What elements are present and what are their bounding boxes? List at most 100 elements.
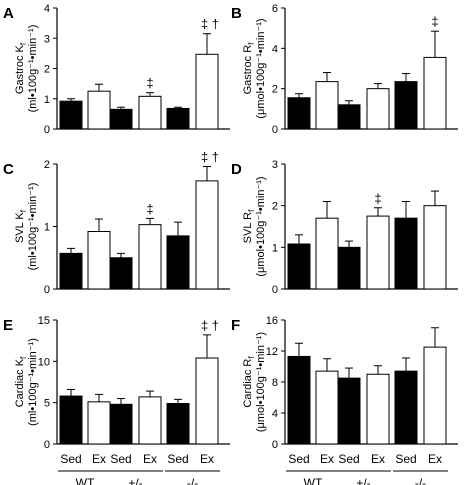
y-axis-units: (ml•100g⁻¹•min⁻¹) xyxy=(27,338,39,426)
significance-marker: ‡ † xyxy=(201,318,219,333)
panel-a: 0 1 2 3 4 ‡ ‡ † A Gastroc Kf (ml•100g⁻¹•min⁻¹) xyxy=(3,3,230,136)
y-axis-label-subscript: f xyxy=(247,209,256,212)
y-tick-label: 2 xyxy=(44,64,50,76)
bar-sed xyxy=(337,377,361,445)
y-tick-label: 0 xyxy=(272,439,278,451)
bar-ex xyxy=(87,401,111,445)
condition-label: Sed xyxy=(395,452,416,466)
panel-letter: D xyxy=(231,161,242,178)
bar-ex xyxy=(195,180,219,290)
y-axis-units: (μmol•100g⁻¹•min⁻¹) xyxy=(255,332,267,432)
significance-marker: ‡ xyxy=(146,201,153,216)
y-axis-label-subscript: f xyxy=(19,42,28,45)
y-tick-label: 0 xyxy=(272,124,278,136)
bar-sed xyxy=(59,395,83,445)
y-tick-label: 0 xyxy=(44,284,50,296)
condition-label: Ex xyxy=(371,452,385,466)
bar-sed xyxy=(59,252,83,290)
bar-sed xyxy=(166,107,190,130)
panel-b: 0 2 4 6 ‡ B Gastroc Rf (μmol•100g⁻¹•min⁻¹) xyxy=(231,3,458,136)
y-tick-label: 4 xyxy=(272,408,278,420)
y-axis-label-subscript: f xyxy=(19,209,28,212)
bar-ex xyxy=(366,88,390,130)
bar-ex xyxy=(423,205,447,290)
y-tick-label: 1 xyxy=(44,94,50,106)
significance-marker: ‡ xyxy=(374,191,381,206)
y-axis-label: Gastroc Kf xyxy=(14,42,28,94)
bar-ex xyxy=(315,81,339,130)
y-tick-label: 0 xyxy=(44,124,50,136)
condition-label: Sed xyxy=(338,452,359,466)
y-axis-units: (μmol•100g⁻¹•min⁻¹) xyxy=(255,18,267,118)
significance-marker: ‡ xyxy=(146,76,153,91)
y-axis-label-main: Cardiac K xyxy=(14,358,26,407)
bar-sed xyxy=(394,217,418,290)
bar-ex xyxy=(423,56,447,130)
group-label: -/- xyxy=(415,476,426,485)
bar-sed xyxy=(59,100,83,130)
group-label: WT xyxy=(304,476,323,485)
y-axis-label-main: Gastroc K xyxy=(14,45,26,95)
y-axis-label-main: SVL R xyxy=(242,212,254,243)
bar-sed xyxy=(109,257,133,290)
y-tick-label: 16 xyxy=(266,315,278,327)
bar-ex xyxy=(366,373,390,445)
y-tick-label: 4 xyxy=(44,3,50,15)
y-tick-label: 3 xyxy=(44,33,50,45)
y-tick-label: 2 xyxy=(44,159,50,171)
condition-label: Ex xyxy=(200,452,214,466)
bar-sed xyxy=(109,403,133,445)
group-label: +/- xyxy=(128,476,142,485)
panel-letter: B xyxy=(231,5,242,22)
y-tick-label: 10 xyxy=(38,356,50,368)
group-label: +/- xyxy=(356,476,370,485)
bar-sed xyxy=(394,370,418,445)
panel-letter: F xyxy=(231,317,240,334)
condition-label: Ex xyxy=(428,452,442,466)
bar-sed xyxy=(287,97,311,130)
panel-letter: C xyxy=(3,161,14,178)
bar-ex xyxy=(195,53,219,130)
y-axis-label-subscript: f xyxy=(247,42,256,45)
panel-letter: E xyxy=(3,317,13,334)
y-tick-label: 2 xyxy=(272,84,278,96)
condition-label: Sed xyxy=(110,452,131,466)
y-axis-units: (ml•100g⁻¹•min⁻¹) xyxy=(27,25,39,113)
panel-d: 0 1 2 3 ‡ D SVL Rf (μmol•100g⁻¹•min⁻¹) xyxy=(231,159,458,296)
bar-sed xyxy=(337,246,361,290)
bar-ex xyxy=(195,357,219,445)
y-axis-label-subscript: f xyxy=(247,356,256,359)
condition-label: Sed xyxy=(167,452,188,466)
y-tick-label: 15 xyxy=(38,315,50,327)
y-axis-label: Gastroc Rf xyxy=(242,42,256,95)
y-tick-label: 2 xyxy=(272,201,278,213)
y-axis-label-subscript: f xyxy=(19,356,28,359)
bar-sed xyxy=(166,402,190,445)
bar-ex xyxy=(138,224,162,290)
bar-ex xyxy=(87,231,111,290)
condition-label: Ex xyxy=(143,452,157,466)
group-label: -/- xyxy=(187,476,198,485)
bar-ex xyxy=(138,95,162,130)
bar-sed xyxy=(337,104,361,130)
significance-marker: ‡ xyxy=(431,14,438,29)
y-tick-label: 0 xyxy=(272,284,278,296)
y-axis-label-main: SVL K xyxy=(14,212,26,243)
bar-sed xyxy=(394,81,418,130)
y-tick-label: 0 xyxy=(44,439,50,451)
panel-f: 0 4 8 12 16 F Cardiac Rf (μmol•100g⁻¹•min⁻¹) Sed… xyxy=(231,315,458,485)
y-axis-label: Cardiac Rf xyxy=(242,356,256,408)
bar-sed xyxy=(287,355,311,445)
y-axis-label-main: Gastroc R xyxy=(242,45,254,95)
y-axis-label: Cardiac Kf xyxy=(14,356,28,407)
bar-ex xyxy=(423,346,447,445)
significance-marker: ‡ † xyxy=(201,150,219,165)
y-tick-label: 4 xyxy=(272,43,278,55)
group-label: WT xyxy=(76,476,95,485)
y-axis-units: (μmol•100g⁻¹•min⁻¹) xyxy=(255,176,267,276)
bar-ex xyxy=(366,215,390,290)
y-tick-label: 5 xyxy=(44,398,50,410)
y-axis-units: (ml•100g⁻¹•min⁻¹) xyxy=(27,183,39,271)
bar-ex xyxy=(315,217,339,290)
